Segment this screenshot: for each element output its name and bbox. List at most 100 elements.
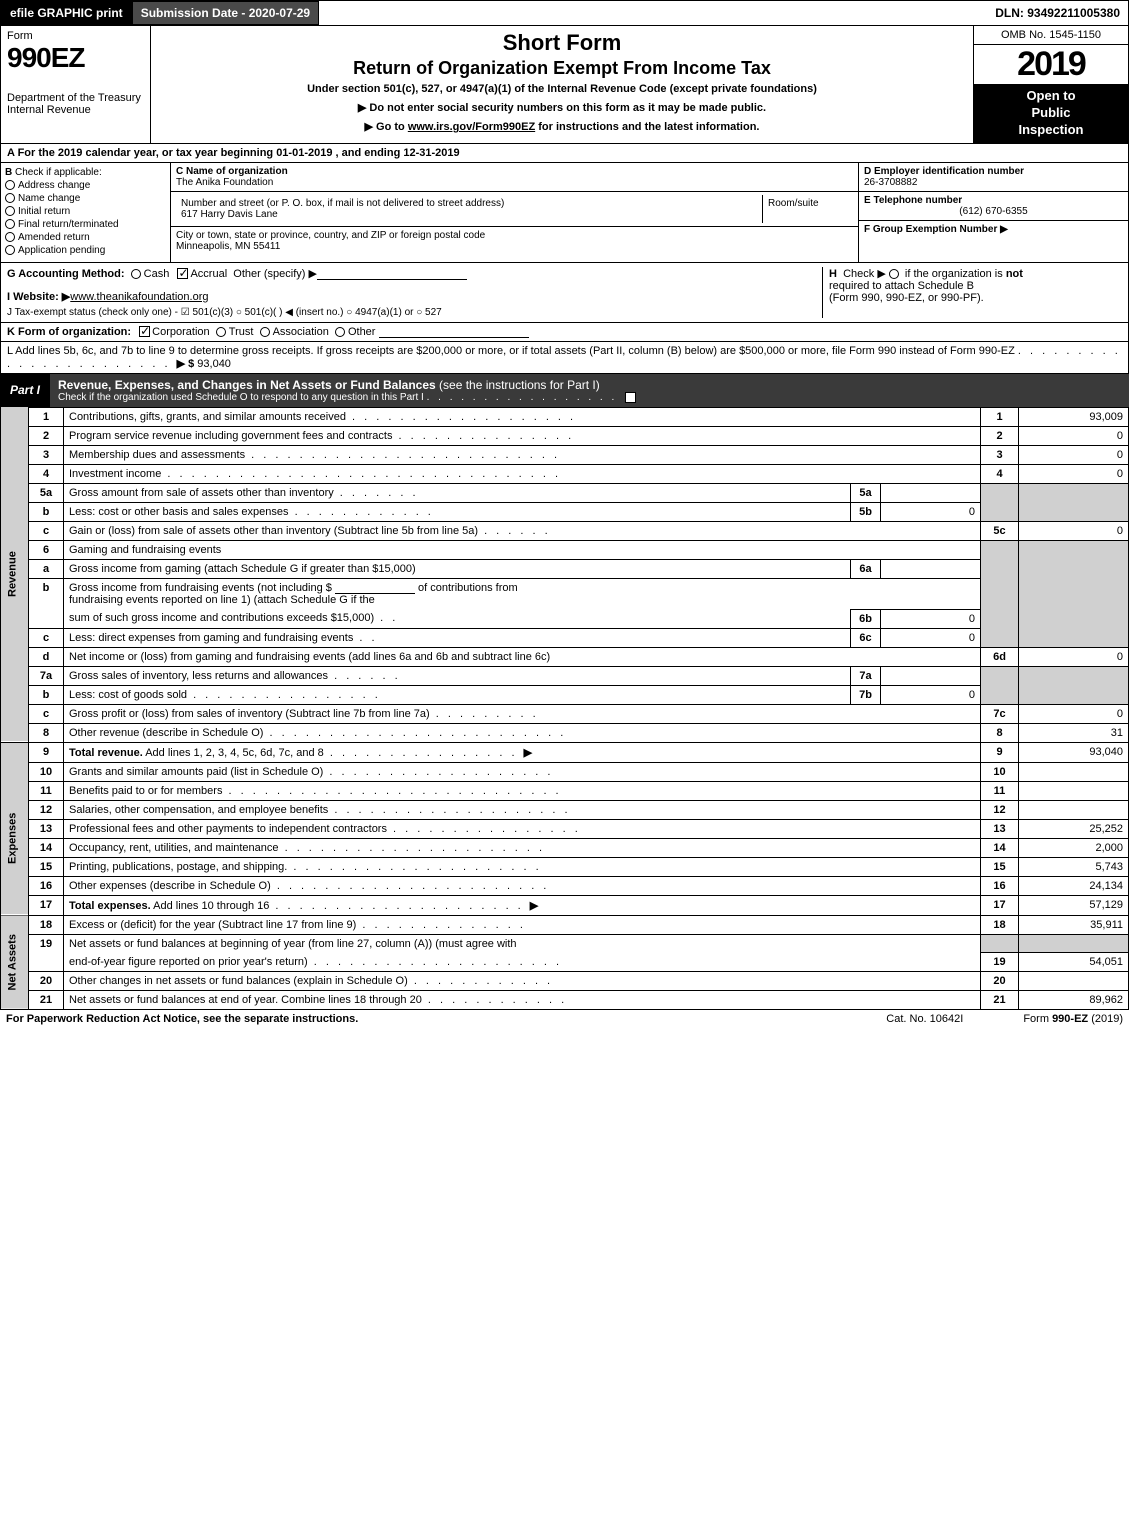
street-value: 617 Harry Davis Lane — [181, 209, 757, 220]
line-5b-text: Less: cost or other basis and sales expe… — [69, 506, 289, 518]
line-18-text: Excess or (deficit) for the year (Subtra… — [69, 919, 356, 931]
arrow-icon: ▶ — [524, 747, 532, 759]
line-8-text: Other revenue (describe in Schedule O) — [69, 727, 263, 739]
part-i-title-text: Revenue, Expenses, and Changes in Net As… — [58, 378, 436, 392]
e-phone-value: (612) 670-6355 — [864, 206, 1123, 217]
line-6c-amt: 0 — [881, 628, 981, 647]
line-5c-text: Gain or (loss) from sale of assets other… — [69, 525, 478, 537]
period-row: A For the 2019 calendar year, or tax yea… — [0, 144, 1129, 163]
k-label: K Form of organization: — [7, 326, 131, 338]
line-13-text: Professional fees and other payments to … — [69, 823, 387, 835]
line-num-3: 3 — [29, 445, 64, 464]
line-15-amt: 5,743 — [1019, 857, 1129, 876]
application-pending-checkbox[interactable] — [5, 245, 15, 255]
line-6d-amt: 0 — [1019, 647, 1129, 666]
line-5a-text: Gross amount from sale of assets other t… — [69, 487, 334, 499]
initial-return-label: Initial return — [18, 206, 70, 217]
street-label: Number and street (or P. O. box, if mail… — [181, 198, 757, 209]
line-num-21: 21 — [29, 991, 64, 1010]
box-18: 18 — [981, 915, 1019, 934]
line-num-14: 14 — [29, 838, 64, 857]
k-other-checkbox[interactable] — [335, 327, 345, 337]
line-12-amt — [1019, 800, 1129, 819]
grey-cell — [1019, 666, 1129, 704]
dept-label: Department of the Treasury — [7, 92, 144, 104]
initial-return-checkbox[interactable] — [5, 206, 15, 216]
k-other-field[interactable] — [379, 337, 529, 338]
irs-label: Internal Revenue — [7, 104, 144, 116]
inner-7b: 7b — [851, 685, 881, 704]
line-num-8: 8 — [29, 723, 64, 742]
k-assoc-checkbox[interactable] — [260, 327, 270, 337]
h-checkbox[interactable] — [889, 269, 899, 279]
inner-6a: 6a — [851, 559, 881, 578]
header-right: OMB No. 1545-1150 2019 Open to Public In… — [973, 26, 1128, 143]
paperwork-notice: For Paperwork Reduction Act Notice, see … — [6, 1013, 358, 1025]
line-num-6d: d — [29, 647, 64, 666]
line-13-amt: 25,252 — [1019, 819, 1129, 838]
line-num-18: 18 — [29, 915, 64, 934]
k-corp-checkbox[interactable] — [139, 326, 150, 337]
section-l: L Add lines 5b, 6c, and 7b to line 9 to … — [0, 342, 1129, 374]
arrow-icon: ▶ — [530, 900, 538, 912]
part-i-paren: (see the instructions for Part I) — [439, 378, 600, 392]
line-19-text: Net assets or fund balances at beginning… — [64, 934, 981, 953]
check-if-applicable: Check if applicable: — [15, 167, 102, 178]
line-20-amt — [1019, 972, 1129, 991]
line-num-4: 4 — [29, 464, 64, 483]
line-num-7a: 7a — [29, 666, 64, 685]
form-word: Form — [7, 30, 144, 42]
irs-link[interactable]: www.irs.gov/Form990EZ — [408, 121, 535, 133]
line-num-13: 13 — [29, 819, 64, 838]
grey-cell — [1019, 540, 1129, 647]
section-b: B Check if applicable: Address change Na… — [1, 163, 171, 262]
page-footer: For Paperwork Reduction Act Notice, see … — [0, 1010, 1129, 1028]
box-3: 3 — [981, 445, 1019, 464]
dots-icon: . . . . . . . . . . . . . . . . . — [427, 392, 623, 403]
h-text1: Check ▶ — [843, 268, 886, 280]
line-9-amt: 93,040 — [1019, 742, 1129, 762]
line-1-text: Contributions, gifts, grants, and simila… — [69, 411, 346, 423]
entity-block: B Check if applicable: Address change Na… — [0, 163, 1129, 263]
open-2: Public — [978, 105, 1124, 122]
grey-cell — [981, 540, 1019, 647]
line-10-text: Grants and similar amounts paid (list in… — [69, 766, 323, 778]
line-6b-text: Gross income from fundraising events (no… — [69, 582, 332, 594]
name-change-checkbox[interactable] — [5, 193, 15, 203]
line-6c-text: Less: direct expenses from gaming and fu… — [69, 632, 353, 644]
final-return-checkbox[interactable] — [5, 219, 15, 229]
efile-print-button[interactable]: efile GRAPHIC print — [1, 1, 132, 25]
g-label: G Accounting Method: — [7, 268, 125, 280]
part-i-header: Part I Revenue, Expenses, and Changes in… — [0, 374, 1129, 407]
line-num-9: 9 — [29, 742, 64, 762]
cash-label: Cash — [144, 268, 170, 280]
amended-return-checkbox[interactable] — [5, 232, 15, 242]
k-trust-checkbox[interactable] — [216, 327, 226, 337]
expenses-tab: Expenses — [1, 762, 29, 915]
k-trust: Trust — [229, 326, 254, 338]
tax-year: 2019 — [974, 45, 1128, 84]
website-link[interactable]: www.theanikafoundation.org — [70, 291, 208, 303]
spacer — [319, 9, 987, 17]
h-text2: if the organization is — [905, 268, 1003, 280]
box-19: 19 — [981, 953, 1019, 972]
address-change-checkbox[interactable] — [5, 180, 15, 190]
line-17-label: Total expenses. — [69, 900, 151, 912]
box-21: 21 — [981, 991, 1019, 1010]
f-arrow-icon: ▶ — [1000, 224, 1008, 235]
other-specify-field[interactable] — [317, 279, 467, 280]
instr2-post: for instructions and the latest informat… — [535, 121, 759, 133]
line-11-amt — [1019, 781, 1129, 800]
box-15: 15 — [981, 857, 1019, 876]
box-1: 1 — [981, 407, 1019, 426]
accrual-checkbox[interactable] — [177, 268, 188, 279]
section-def: D Employer identification number 26-3708… — [858, 163, 1128, 262]
line-num-11: 11 — [29, 781, 64, 800]
box-11: 11 — [981, 781, 1019, 800]
line-7c-amt: 0 — [1019, 704, 1129, 723]
cash-checkbox[interactable] — [131, 269, 141, 279]
top-bar: efile GRAPHIC print Submission Date - 20… — [0, 0, 1129, 26]
box-14: 14 — [981, 838, 1019, 857]
box-4: 4 — [981, 464, 1019, 483]
part-i-schedule-o-checkbox[interactable] — [625, 392, 636, 403]
